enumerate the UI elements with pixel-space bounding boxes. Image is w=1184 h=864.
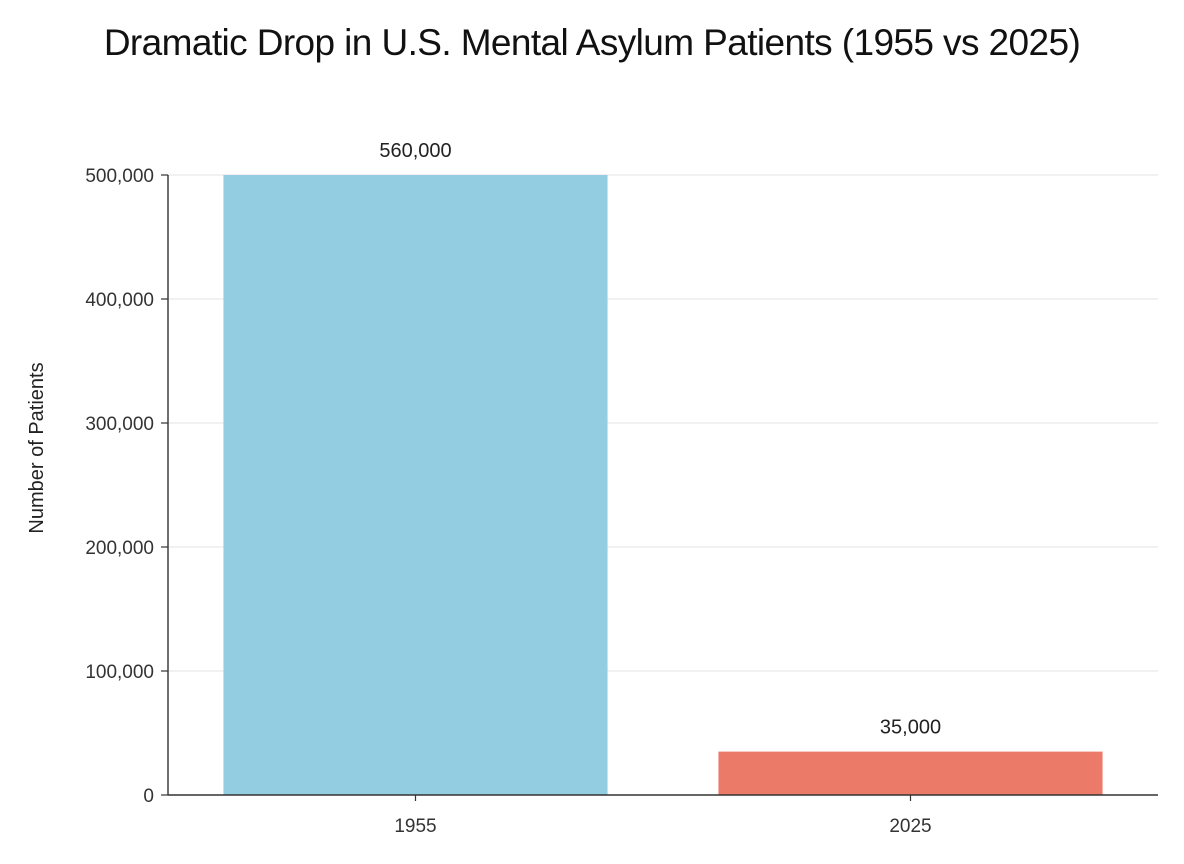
y-tick-label: 400,000	[85, 290, 154, 311]
x-tick-labels: 1955 2025	[394, 795, 932, 837]
y-axis-label: Number of Patients	[26, 362, 48, 533]
bars	[223, 175, 1103, 795]
y-tick-labels: 0 100,000 200,000 300,000 400,000 500,000	[85, 166, 168, 807]
y-tick-label: 500,000	[85, 166, 154, 187]
x-tick-label: 1955	[394, 816, 436, 837]
y-tick-label: 0	[143, 786, 154, 807]
axes	[167, 175, 1158, 796]
y-tick-label: 100,000	[85, 662, 154, 683]
bar-2025	[718, 751, 1103, 795]
data-label: 560,000	[379, 140, 451, 162]
bar-1955	[223, 175, 608, 795]
y-tick-label: 200,000	[85, 538, 154, 559]
y-tick-label: 300,000	[85, 414, 154, 435]
data-label: 35,000	[880, 717, 941, 739]
x-tick-label: 2025	[889, 816, 931, 837]
chart-title: Dramatic Drop in U.S. Mental Asylum Pati…	[103, 22, 1081, 63]
data-labels: 560,000 35,000	[379, 140, 941, 739]
